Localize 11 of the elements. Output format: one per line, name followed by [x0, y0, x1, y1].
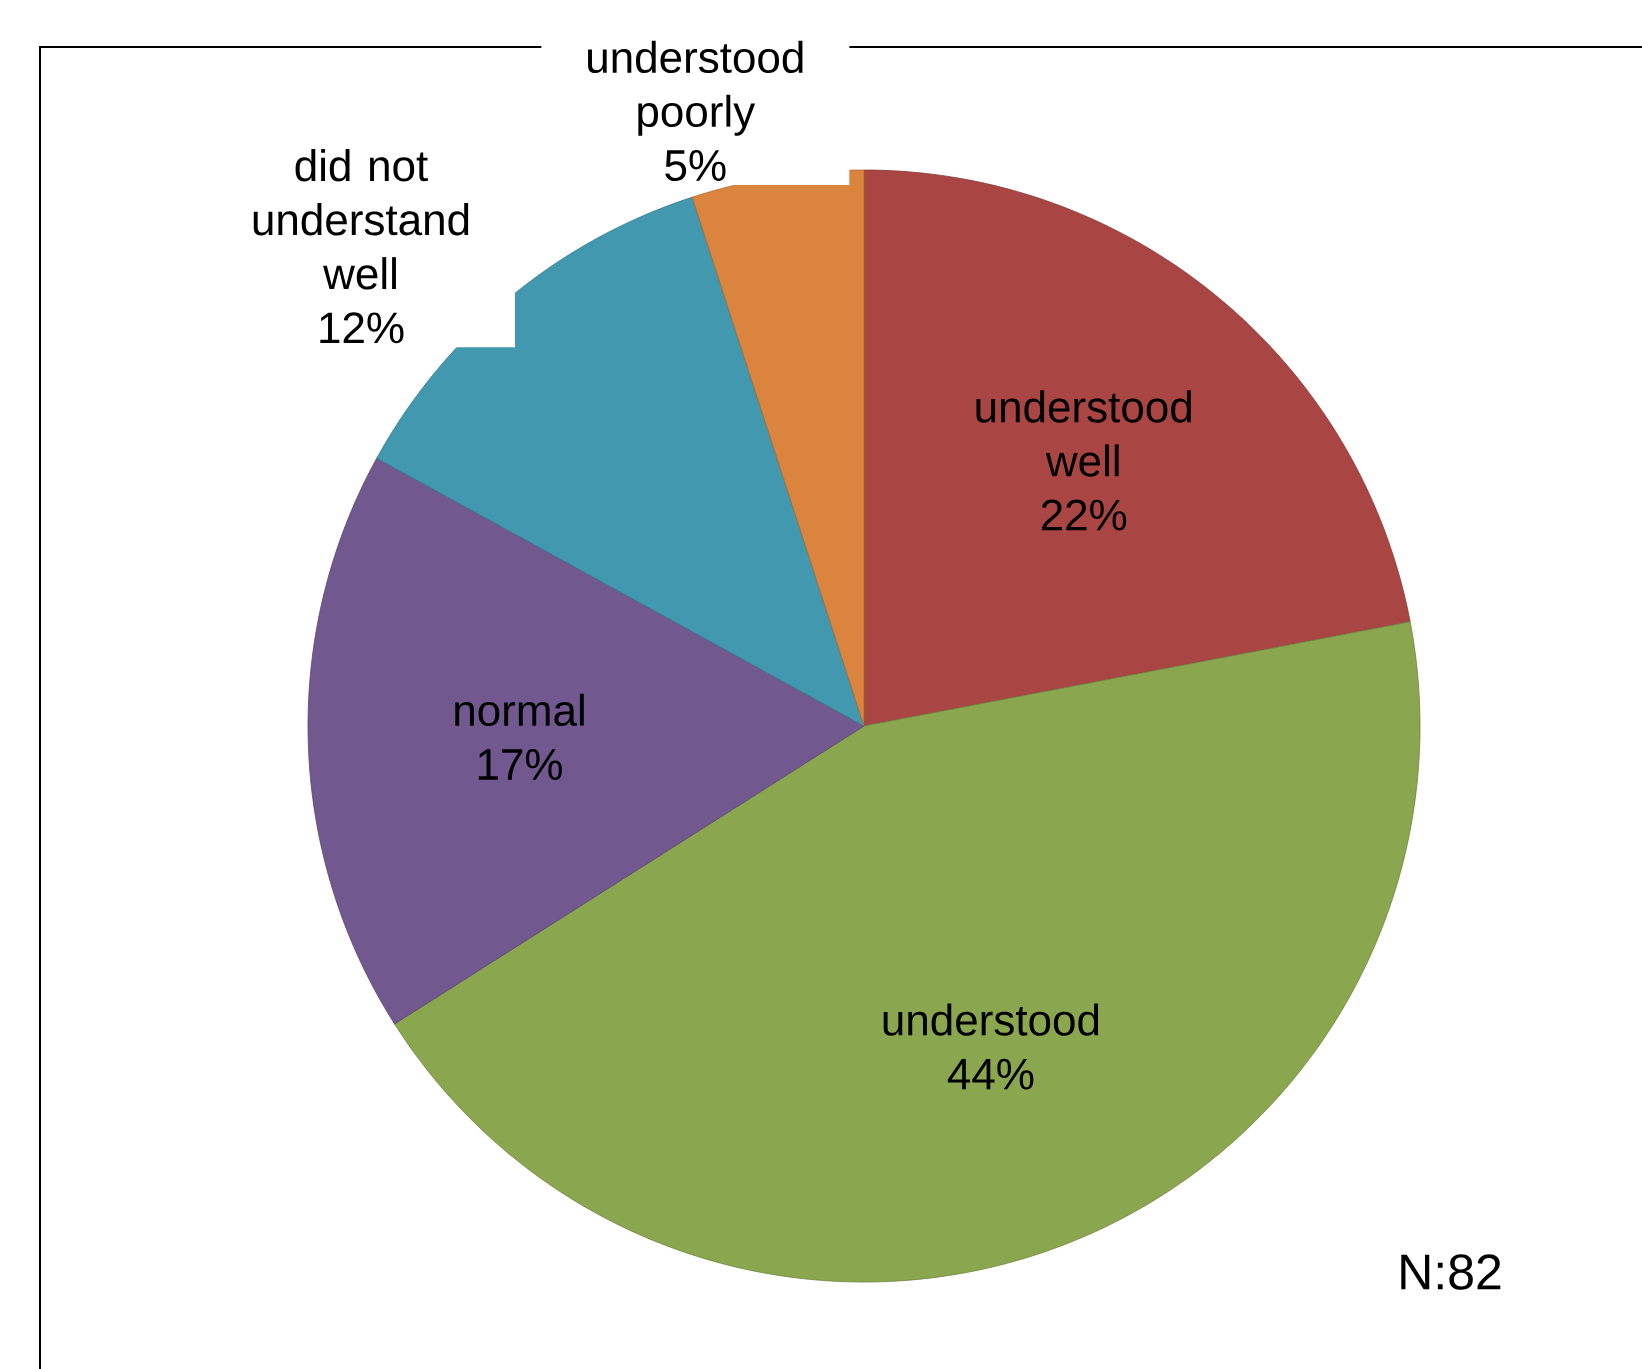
slice-label: understood poorly	[588, 40, 803, 136]
slice-label: did not understand well	[253, 149, 469, 290]
data-label: 12%	[320, 312, 404, 344]
slice-label: understood	[883, 1003, 1099, 1036]
text: N:82	[1401, 1254, 1501, 1290]
slice-label: understood well	[976, 390, 1191, 477]
data-label: 17%	[478, 749, 562, 780]
data-label: 22%	[1041, 499, 1127, 531]
data-label: 5%	[665, 150, 726, 182]
data-label: 44%	[947, 1058, 1034, 1090]
slice-label: normal	[455, 693, 584, 727]
